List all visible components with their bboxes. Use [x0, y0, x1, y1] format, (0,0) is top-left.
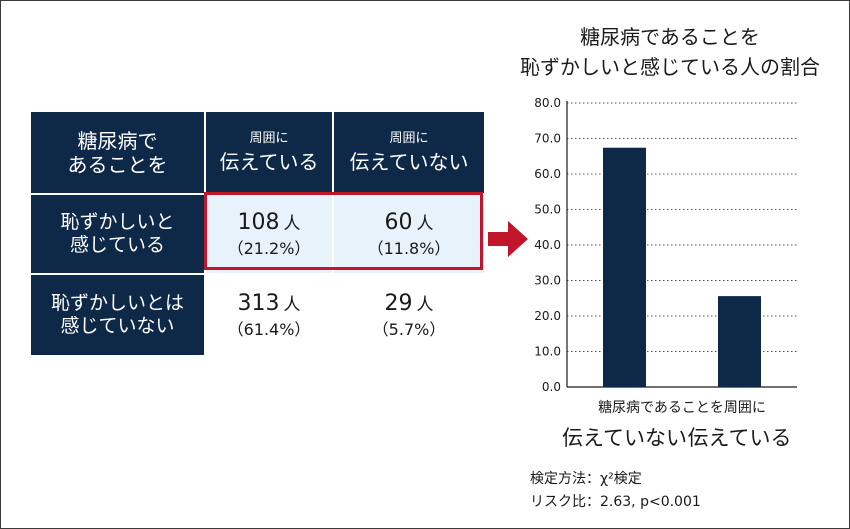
y-tick-label: 50.0 [534, 203, 561, 217]
x-category-label-telling: 伝えている [687, 426, 792, 450]
y-tick-label: 70.0 [534, 132, 561, 146]
cell-ashamed-telling: 108 人 （21.2%） [204, 193, 334, 275]
right-arrow-icon [488, 221, 528, 257]
test-method-note: 検定方法：χ²検定 [530, 471, 642, 487]
cell-ashamed-not-telling: 60 人 （11.8%） [332, 193, 486, 275]
chart-title: 糖尿病であることを 恥ずかしいと感じている人の割合 [520, 25, 820, 79]
row-header-not-ashamed: 恥ずかしいとは 感じていない [29, 273, 206, 357]
col-header-not-telling: 周囲に 伝えていない [332, 110, 486, 195]
cross-table: 糖尿病で あることを 周囲に 伝えている 周囲に 伝えていない 恥ずかしいと 感… [29, 110, 486, 357]
y-tick-label: 20.0 [534, 309, 561, 323]
cell-not-ashamed-not-telling: 29 人 （5.7%） [332, 273, 486, 357]
col-header-telling: 周囲に 伝えている [204, 110, 334, 195]
row-header-ashamed: 恥ずかしいと 感じている [29, 193, 206, 275]
y-tick-label: 30.0 [534, 274, 561, 288]
corner-header: 糖尿病で あることを [29, 110, 206, 195]
bar-not-telling [603, 147, 646, 387]
y-tick-label: 0.0 [542, 380, 561, 394]
y-tick-label: 10.0 [534, 345, 561, 359]
x-axis-common-label: 糖尿病であることを周囲に [598, 400, 766, 416]
cell-not-ashamed-telling: 313 人 （61.4%） [204, 273, 334, 357]
y-tick-label: 80.0 [534, 96, 561, 110]
y-tick-label: 40.0 [534, 238, 561, 252]
x-category-label-not-telling: 伝えていない [562, 426, 687, 450]
bar-telling [718, 296, 761, 387]
risk-ratio-note: リスク比：2.63, p<0.001 [530, 494, 701, 510]
y-tick-label: 60.0 [534, 167, 561, 181]
